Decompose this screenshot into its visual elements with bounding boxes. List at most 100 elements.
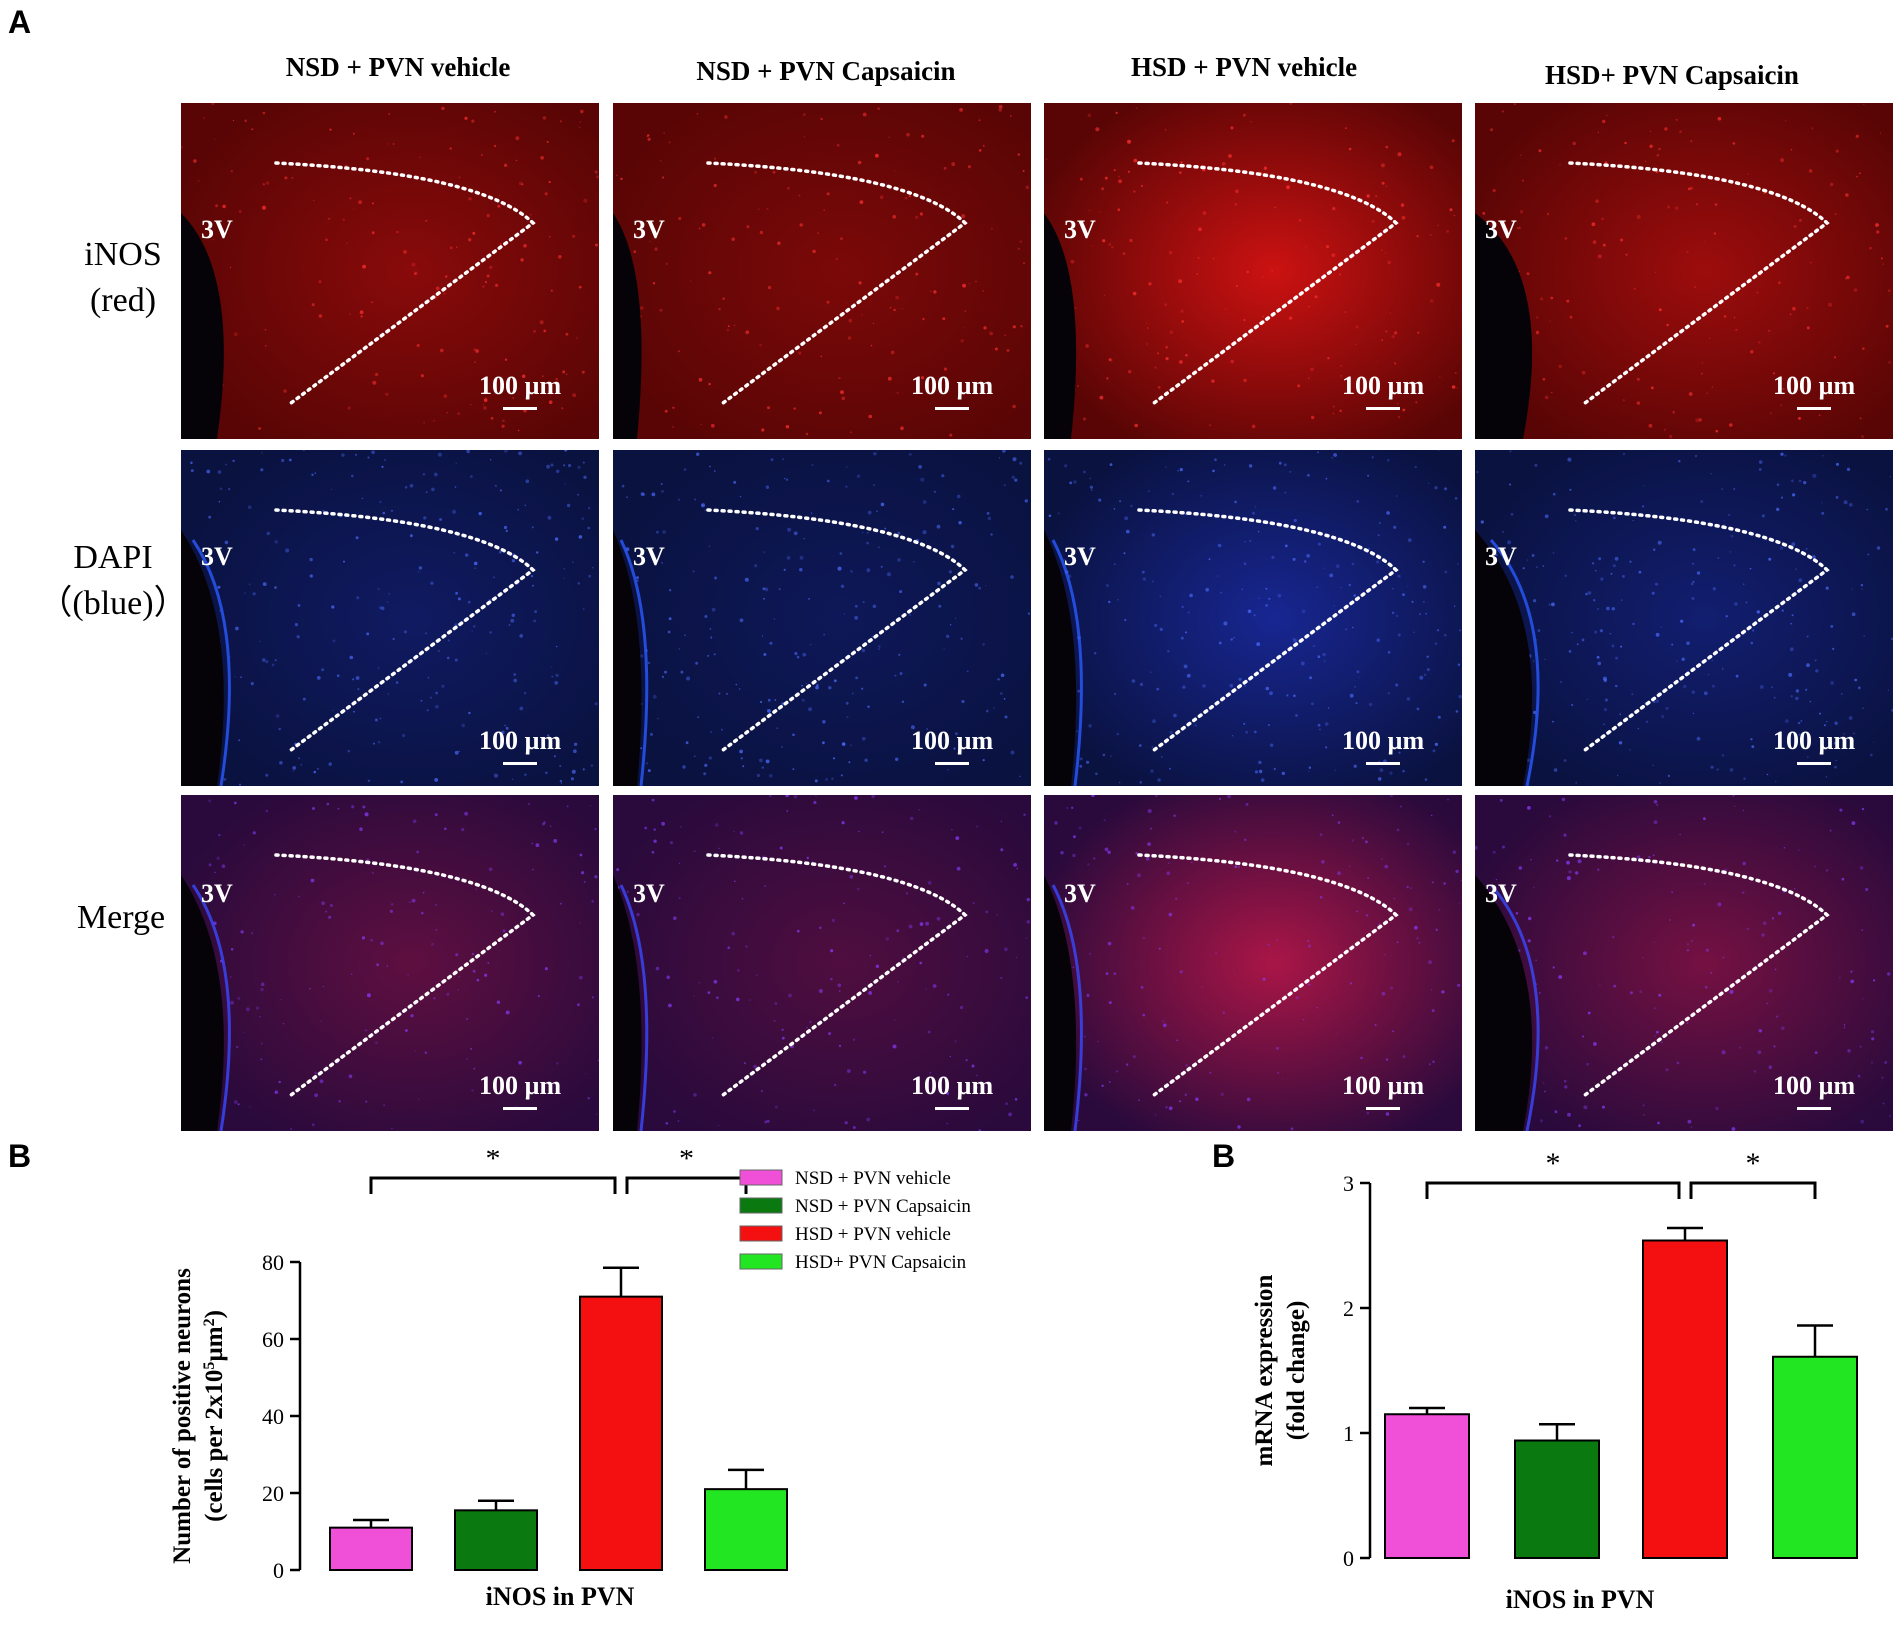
bar-3 (579, 1295, 663, 1571)
row-label-dapi-line1: DAPI (73, 539, 153, 576)
scale-bar (1797, 762, 1831, 765)
x-axis-label: iNOS in PVN (1506, 1585, 1655, 1614)
micrograph-blue-1: 3V 100 µm (181, 450, 599, 786)
legend-label-3: HSD + PVN vehicle (795, 1224, 951, 1245)
significance-bracket (625, 1176, 748, 1194)
significance-bracket (369, 1176, 617, 1194)
y-axis-label-group: Number of positive neurons (cells per 2x1… (169, 1268, 228, 1564)
micrograph-image (613, 103, 1031, 439)
micrograph-image (181, 795, 599, 1131)
row-label-inos-line1: iNOS (84, 236, 162, 273)
y-axis-label-group: mRNA expression (fold change) (1251, 1274, 1310, 1466)
row-label-dapi-line2: （(blue)） (38, 585, 188, 622)
legend-swatch-4 (739, 1253, 783, 1270)
micrograph-image (1475, 795, 1893, 1131)
scale-bar (935, 762, 969, 765)
scale-bar-label: 100 µm (479, 1071, 562, 1100)
scale-bar (503, 1107, 537, 1110)
ventricle-label: 3V (633, 542, 665, 571)
ventricle-label: 3V (201, 215, 233, 244)
scale-bar (935, 407, 969, 410)
y-tick-label: 20 (262, 1481, 284, 1506)
micrograph-image (181, 450, 599, 786)
significance-star: * (1746, 1150, 1761, 1180)
row-label-inos-line2: (red) (89, 282, 157, 319)
micrograph-image (181, 103, 599, 439)
row-label-dapi-line2-text: (blue) (72, 585, 154, 622)
scale-bar (1797, 407, 1831, 410)
bar-4 (1772, 1355, 1858, 1559)
y-axis-sublabel: (fold change) (1283, 1301, 1310, 1441)
scale-bar (1797, 1107, 1831, 1110)
micrograph-merge-4: 3V 100 µm (1475, 795, 1893, 1131)
micrograph-red-1: 3V 100 µm (181, 103, 599, 439)
y-axis-sublabel: (cells per 2x105µm2) (201, 1310, 229, 1522)
ventricle-label: 3V (633, 879, 665, 908)
significance-star: * (1546, 1150, 1561, 1180)
legend-label-2: NSD + PVN Capsaicin (795, 1196, 971, 1217)
ventricle-label: 3V (1064, 879, 1096, 908)
micrograph-red-4: 3V 100 µm (1475, 103, 1893, 439)
scale-bar-label: 100 µm (479, 371, 562, 400)
scale-bar-label: 100 µm (1342, 726, 1425, 755)
scale-bar (1366, 762, 1400, 765)
significance-bracket (1425, 1181, 1681, 1199)
ventricle-label: 3V (1485, 542, 1517, 571)
scale-bar-label: 100 µm (911, 726, 994, 755)
micrograph-image (613, 450, 1031, 786)
bar-1 (329, 1526, 413, 1571)
y-tick-label: 2 (1343, 1296, 1354, 1321)
ventricle-label: 3V (201, 879, 233, 908)
significance-star: * (486, 1150, 501, 1175)
scale-bar-label: 100 µm (1342, 1071, 1425, 1100)
micrograph-image (613, 795, 1031, 1131)
panel-b-letter-left: B (8, 1138, 32, 1174)
micrograph-merge-2: 3V 100 µm (613, 795, 1031, 1131)
chart-mrna-expression: 0 1 2 3 * * iNOS in PVN mRNA expression (fold ch… (1251, 1150, 1858, 1614)
legend-label-1: NSD + PVN vehicle (795, 1168, 951, 1189)
y-tick-label: 40 (262, 1404, 284, 1429)
y-axis-label: Number of positive neurons (169, 1268, 196, 1564)
scale-bar-label: 100 µm (911, 371, 994, 400)
column-title-4: HSD+ PVN Capsaicin (1545, 60, 1799, 90)
ventricle-label: 3V (1485, 215, 1517, 244)
micrograph-blue-4: 3V 100 µm (1475, 450, 1893, 786)
column-title-2: NSD + PVN Capsaicin (696, 56, 956, 86)
scale-bar (503, 407, 537, 410)
significance-star: * (679, 1150, 694, 1175)
micrograph-blue-2: 3V 100 µm (613, 450, 1031, 786)
bar-2 (1514, 1439, 1600, 1559)
micrograph-image (1044, 450, 1462, 786)
micrograph-merge-1: 3V 100 µm (181, 795, 599, 1131)
y-tick-label: 1 (1343, 1421, 1354, 1446)
y-tick-label: 60 (262, 1327, 284, 1352)
row-label-merge: Merge (46, 895, 196, 941)
micrograph-image (1044, 795, 1462, 1131)
ventricle-label: 3V (1064, 542, 1096, 571)
micrograph-red-3: 3V 100 µm (1044, 103, 1462, 439)
legend-swatch-1 (739, 1169, 783, 1186)
y-tick-label: 3 (1343, 1171, 1354, 1196)
bar-3 (1642, 1239, 1728, 1559)
x-axis-label: iNOS in PVN (486, 1582, 635, 1611)
micrograph-red-2: 3V 100 µm (613, 103, 1031, 439)
micrograph-merge-3: 3V 100 µm (1044, 795, 1462, 1131)
scale-bar-label: 100 µm (1773, 1071, 1856, 1100)
ventricle-label: 3V (201, 542, 233, 571)
row-label-dapi: DAPI （(blue)） (38, 535, 188, 627)
bar-2 (454, 1509, 538, 1572)
micrograph-blue-3: 3V 100 µm (1044, 450, 1462, 786)
row-label-inos: iNOS (red) (48, 232, 198, 324)
scale-bar (503, 762, 537, 765)
y-tick-label: 0 (1343, 1546, 1354, 1571)
bar-4 (704, 1488, 788, 1571)
scale-bar-label: 100 µm (479, 726, 562, 755)
micrograph-image (1044, 103, 1462, 439)
ventricle-label: 3V (1064, 215, 1096, 244)
scale-bar (1366, 1107, 1400, 1110)
legend-swatch-3 (739, 1225, 783, 1242)
micrograph-image (1475, 103, 1893, 439)
scale-bar-label: 100 µm (1773, 371, 1856, 400)
bar-1 (1384, 1413, 1470, 1559)
legend-swatch-2 (739, 1197, 783, 1214)
